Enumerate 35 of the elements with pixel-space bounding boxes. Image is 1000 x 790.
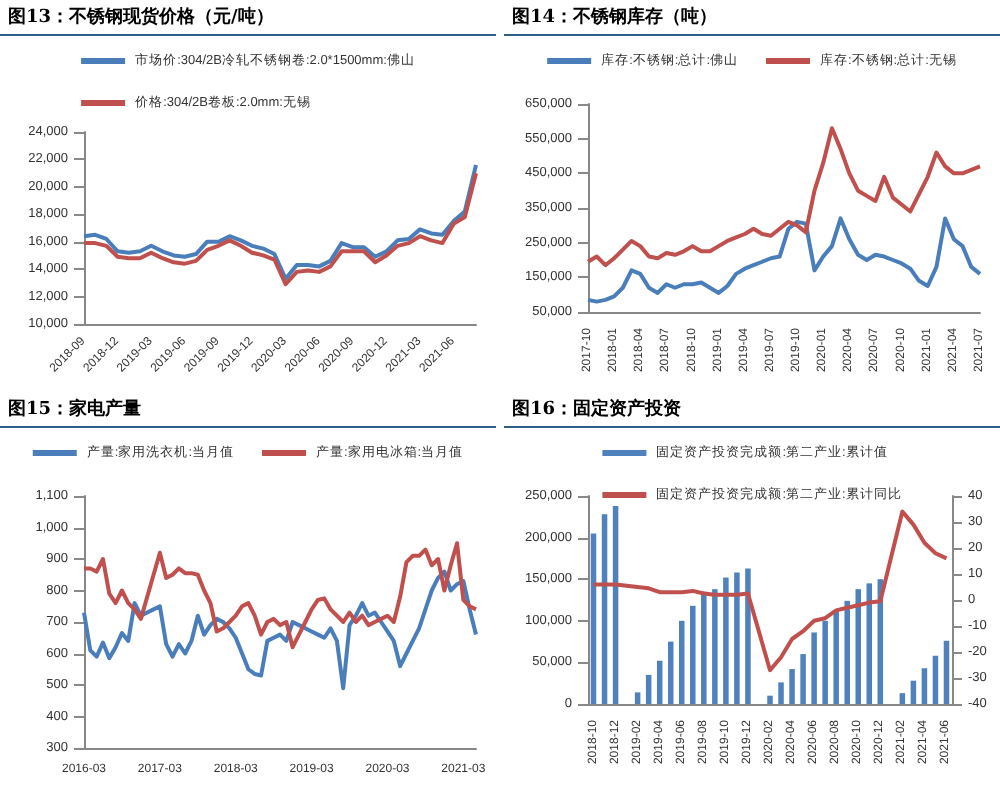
bar: [701, 591, 707, 704]
bar: [822, 620, 828, 704]
bar: [899, 693, 906, 704]
line-series: [82, 541, 478, 650]
bar: [910, 680, 917, 704]
bar: [690, 605, 696, 704]
bar: [800, 654, 806, 704]
line-series: [82, 569, 478, 691]
bar: [778, 682, 784, 704]
bar: [767, 695, 773, 704]
bar: [844, 600, 850, 704]
bar: [789, 669, 795, 704]
line-series: [586, 126, 982, 268]
chart-title: 图16：固定资产投资: [504, 396, 1000, 428]
bar: [590, 533, 597, 704]
bar: [921, 668, 928, 704]
bar: [712, 589, 718, 704]
bar: [745, 568, 751, 704]
bar: [667, 641, 674, 704]
bar: [932, 655, 939, 704]
bar: [723, 577, 729, 704]
chart-title: 图15：家电产量: [0, 396, 496, 428]
chart-title: 图13：不锈钢现货价格（元/吨）: [0, 4, 496, 36]
bar: [833, 610, 839, 704]
bar: [855, 589, 861, 704]
bar: [656, 660, 663, 704]
bar: [645, 674, 652, 704]
bar: [634, 692, 641, 704]
line-series: [591, 509, 949, 673]
chart-title: 图14：不锈钢库存（吨）: [504, 4, 1000, 36]
bar: [811, 632, 817, 704]
bar: [943, 640, 950, 704]
bar: [734, 572, 740, 704]
bar: [679, 620, 685, 704]
line-series: [586, 216, 982, 304]
